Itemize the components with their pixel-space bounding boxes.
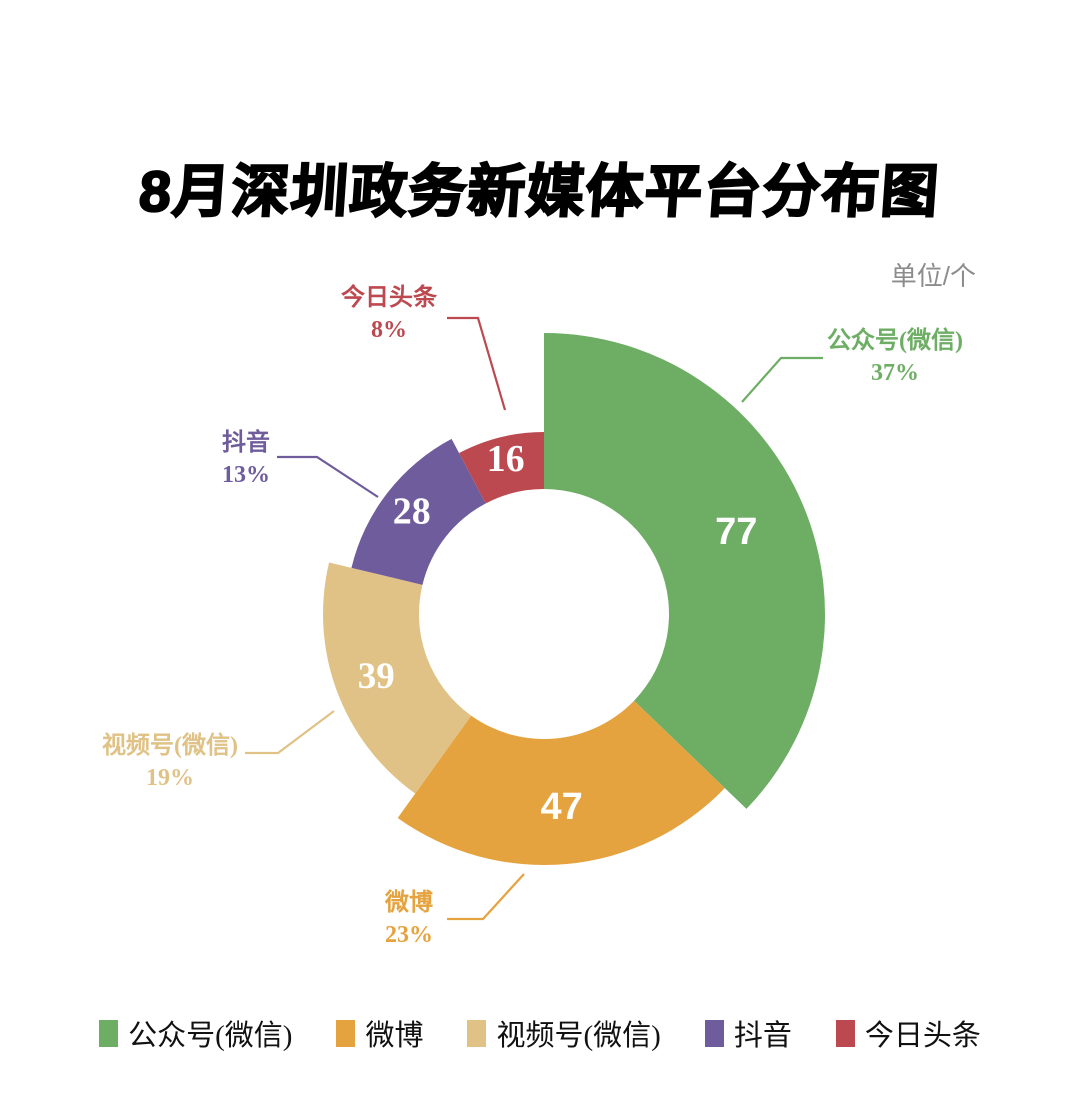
callout-name: 抖音	[222, 430, 270, 456]
slice-1	[397, 700, 725, 866]
slice-2	[323, 562, 472, 794]
leader-line-2	[245, 710, 335, 755]
callout-percent: 37%	[871, 359, 919, 386]
unit-label: 单位/个	[890, 261, 976, 291]
slice-value-label: 77	[715, 511, 757, 553]
legend-label: 公众号(微信)	[128, 1020, 293, 1052]
slice-value-label: 47	[540, 786, 582, 828]
slice-3	[351, 438, 486, 585]
slice-value-label: 28	[393, 490, 431, 532]
legend-item-toutiao: 今日头条	[835, 1012, 981, 1054]
legend-label: 视频号(微信)	[496, 1020, 661, 1052]
slice-value-label: 16	[487, 438, 525, 480]
callout-percent: 8%	[371, 316, 407, 343]
legend-swatch-icon	[704, 1019, 724, 1047]
legend-swatch-icon	[835, 1019, 855, 1047]
callout-toutiao: 今日头条 8%	[279, 283, 499, 347]
legend-item-douyin: 抖音	[704, 1012, 792, 1054]
callout-name: 今日头条	[341, 285, 437, 311]
slice-value-label: 39	[358, 656, 395, 697]
legend-item-weibo: 微博	[336, 1012, 423, 1054]
callout-name: 公众号(微信)	[827, 328, 963, 354]
callout-video-account: 视频号(微信) 19%	[60, 731, 280, 795]
slice-0	[544, 333, 825, 809]
callout-weibo: 微博 23%	[299, 888, 519, 952]
leader-line-0	[741, 356, 823, 403]
legend-swatch-icon	[467, 1019, 487, 1047]
legend-label: 抖音	[733, 1020, 792, 1052]
callout-percent: 13%	[222, 461, 270, 488]
legend-swatch-icon	[99, 1019, 119, 1047]
legend-item-video-account: 视频号(微信)	[467, 1012, 661, 1054]
leader-line-4	[447, 316, 507, 411]
callout-percent: 19%	[146, 764, 194, 791]
legend-label: 今日头条	[864, 1020, 981, 1052]
callout-wechat-official: 公众号(微信) 37%	[785, 326, 1005, 390]
leader-line-1	[447, 873, 525, 921]
slice-4	[459, 431, 544, 504]
legend-label: 微博	[365, 1020, 424, 1052]
callout-percent: 23%	[385, 921, 433, 948]
callout-name: 微博	[385, 890, 433, 916]
legend-swatch-icon	[336, 1019, 356, 1047]
callout-douyin: 抖音 13%	[136, 428, 356, 492]
legend: 公众号(微信) 微博 视频号(微信) 抖音 今日头条	[0, 1012, 1080, 1054]
callout-name: 视频号(微信)	[102, 733, 238, 759]
leader-line-3	[277, 455, 379, 498]
legend-item-wechat-official: 公众号(微信)	[99, 1012, 292, 1054]
